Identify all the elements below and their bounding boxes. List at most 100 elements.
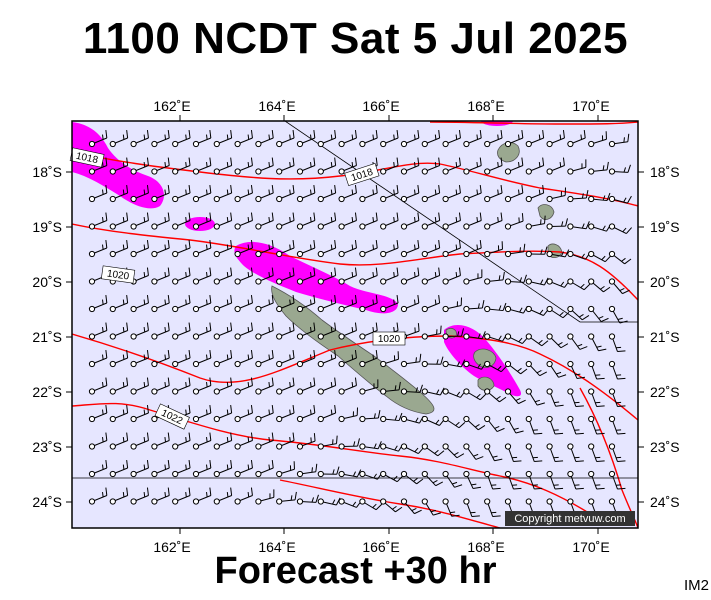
- wind-station-circle: [234, 305, 241, 313]
- wind-station-circle: [359, 333, 366, 340]
- lat-label-left-22: 22˚S: [32, 384, 62, 400]
- wind-barb-feather: [226, 436, 229, 443]
- wind-station-circle: [338, 443, 345, 450]
- wind-station-circle: [546, 360, 553, 368]
- wind-station-circle: [442, 415, 449, 423]
- wind-barb-feather: [564, 249, 570, 258]
- wind-station-circle: [567, 305, 574, 313]
- wind-station-circle: [317, 250, 324, 258]
- mare-island: [477, 376, 495, 391]
- wind-barb-feather: [230, 185, 233, 194]
- wind-station-circle: [213, 443, 220, 450]
- wind-barb-feather: [393, 244, 395, 250]
- wind-barb-feather: [164, 436, 167, 443]
- wind-barb-feather: [122, 464, 125, 470]
- wind-barb-feather: [292, 405, 295, 414]
- wind-station-circle: [588, 278, 595, 285]
- wind-barb-feather: [536, 369, 542, 374]
- wind-barb-feather: [102, 134, 104, 140]
- wind-barb-feather: [354, 295, 357, 304]
- wind-barb-feather: [206, 354, 208, 360]
- wind-station-circle: [317, 388, 324, 395]
- wind-barb-feather: [621, 257, 626, 262]
- wind-barb-feather: [396, 267, 399, 276]
- wind-barb-feather: [206, 436, 208, 443]
- wind-barb-feather: [477, 303, 480, 309]
- wind-barb-feather: [310, 134, 312, 140]
- wind-station-circle: [442, 443, 449, 450]
- wind-station-circle: [296, 195, 304, 203]
- wind-barb-feather: [600, 285, 605, 290]
- wind-barb-feather: [271, 157, 274, 166]
- wind-barb-feather: [146, 267, 149, 276]
- wind-barb-feather: [352, 501, 357, 507]
- wind-barb-feather: [102, 381, 104, 388]
- wind-station-circle: [296, 305, 304, 313]
- wind-barb-feather: [122, 189, 125, 195]
- wind-barb-feather: [617, 317, 623, 320]
- wind-barb-feather: [498, 335, 502, 341]
- wind-barb-feather: [332, 469, 335, 475]
- wind-station-circle: [546, 388, 553, 395]
- wind-station-circle: [546, 250, 553, 258]
- wind-barb-feather: [398, 381, 401, 390]
- wind-station-circle: [255, 498, 262, 505]
- wind-barb-feather: [580, 134, 583, 140]
- wind-barb-feather: [167, 267, 170, 276]
- wind-barb-feather: [206, 134, 208, 140]
- wind-barb-feather: [330, 244, 333, 250]
- lon-label-bottom-164: 164˚E: [258, 539, 295, 555]
- wind-barb-feather: [336, 435, 338, 444]
- wind-station-circle: [484, 305, 491, 313]
- wind-station-circle: [296, 443, 304, 450]
- wind-station-circle: [338, 168, 345, 175]
- wind-barb-feather: [102, 326, 104, 333]
- wind-barb-feather: [292, 350, 295, 359]
- wind-station-circle: [546, 223, 553, 230]
- wind-barb-feather: [230, 130, 233, 139]
- wind-station-circle: [317, 168, 324, 175]
- wind-station-circle: [276, 360, 283, 368]
- wind-barb-feather: [126, 240, 129, 249]
- wind-barb-feather: [543, 277, 549, 286]
- wind-station-circle: [234, 388, 241, 395]
- wind-barb-feather: [122, 299, 125, 305]
- isobar-label-text-4: 1020: [378, 334, 401, 345]
- wind-station-circle: [546, 415, 553, 423]
- wind-barb-feather: [497, 161, 499, 168]
- wind-barb-feather: [143, 381, 146, 388]
- wind-barb-feather: [500, 157, 503, 166]
- wind-barb-feather: [292, 295, 295, 304]
- wind-station-circle: [213, 168, 220, 175]
- wind-barb-feather: [226, 189, 229, 195]
- wind-barb-feather: [230, 322, 233, 331]
- wind-barb-feather: [164, 491, 167, 498]
- wind-barb-feather: [602, 195, 606, 201]
- wind-barb-feather: [250, 460, 253, 469]
- wind-barb-feather: [575, 432, 584, 435]
- lat-label-left-19: 19˚S: [32, 219, 62, 235]
- wind-barb-feather: [375, 130, 378, 139]
- wind-station-circle: [151, 305, 158, 313]
- wind-barb-feather: [226, 464, 229, 470]
- wind-station-circle: [192, 333, 200, 340]
- wind-barb-feather: [555, 460, 564, 463]
- wind-barb-feather: [250, 432, 253, 441]
- wind-barb-feather: [622, 289, 630, 295]
- wind-barb-feather: [209, 267, 212, 276]
- wind-barb-feather: [206, 271, 208, 278]
- wind-barb-feather: [230, 432, 233, 441]
- wind-station-circle: [525, 223, 532, 230]
- wind-barb-feather: [372, 189, 375, 195]
- wind-barb-feather: [544, 215, 546, 224]
- wind-barb-feather: [143, 491, 146, 498]
- wind-barb-feather: [474, 423, 480, 428]
- wind-station-circle: [608, 415, 616, 423]
- wind-barb-feather: [226, 134, 229, 140]
- wind-station-circle: [421, 415, 428, 423]
- wind-station-circle: [525, 168, 532, 175]
- wind-barb-feather: [560, 281, 565, 287]
- wind-station-circle: [338, 470, 345, 478]
- wind-barb-feather: [330, 161, 333, 168]
- wind-barb-feather: [330, 134, 333, 140]
